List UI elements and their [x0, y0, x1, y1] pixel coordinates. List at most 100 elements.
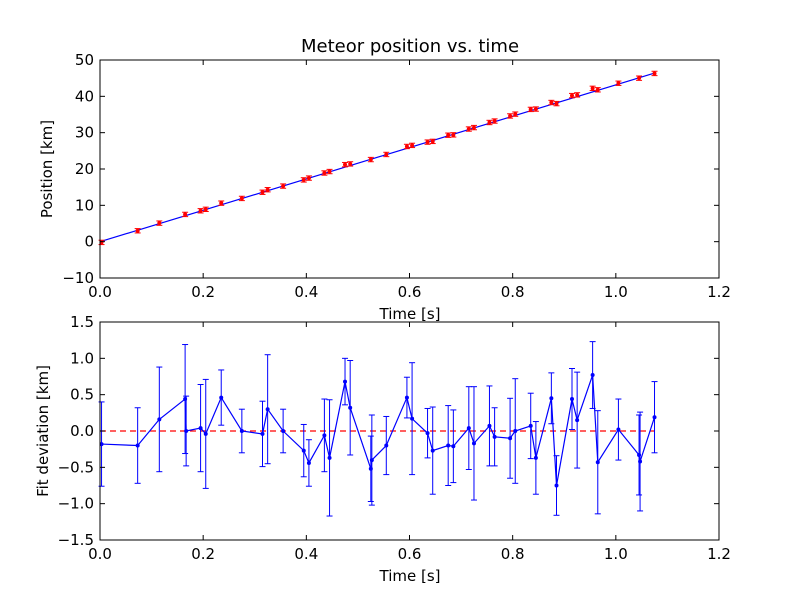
y-tick-label: −0.5: [58, 458, 94, 476]
deviation-point: [554, 483, 559, 488]
deviation-point: [301, 448, 306, 453]
deviation-point: [135, 443, 140, 448]
deviation-point: [508, 436, 513, 441]
data-point: [575, 92, 580, 97]
data-point: [492, 119, 497, 124]
data-point: [430, 139, 435, 144]
deviation-point: [369, 458, 374, 463]
deviation-point: [471, 441, 476, 446]
deviation-point: [184, 429, 189, 433]
data-point: [637, 76, 642, 81]
data-point: [616, 81, 621, 86]
data-point: [569, 93, 574, 98]
data-point: [446, 133, 451, 138]
deviation-point: [404, 395, 409, 400]
data-point: [343, 162, 348, 167]
y-tick-label: 0.0: [70, 422, 94, 440]
data-point: [528, 107, 533, 112]
deviation-point: [549, 396, 554, 401]
deviation-point: [157, 417, 162, 422]
data-point: [265, 187, 270, 192]
data-point: [508, 113, 513, 118]
x-tick-label: 1.2: [707, 283, 731, 301]
position-y-axis-label: Position [km]: [38, 120, 56, 218]
data-point: [513, 112, 518, 117]
data-point: [652, 71, 657, 76]
data-point: [260, 190, 265, 195]
x-tick-label: 1.0: [604, 283, 628, 301]
deviation-point: [368, 466, 373, 471]
fit-line: [99, 72, 655, 243]
deviation-axis-ticks: 0.0 0.2 0.4 0.6 0.8 1.0 1.2 −1.5 −1.0 −0.5 0.0 0.5 1…: [58, 313, 731, 563]
data-point: [533, 107, 538, 112]
deviation-point: [260, 431, 265, 436]
deviation-point: [348, 405, 353, 410]
data-point: [322, 170, 327, 175]
data-point: [135, 228, 140, 233]
x-tick-label: 0.2: [191, 283, 215, 301]
position-x-axis-label: Time [s]: [379, 305, 441, 323]
deviation-point: [183, 397, 188, 402]
y-tick-label: 0.5: [70, 386, 94, 404]
x-tick-label: 0.4: [294, 545, 318, 563]
data-point: [306, 176, 311, 181]
deviation-point: [487, 423, 492, 428]
data-point: [239, 196, 244, 201]
deviation-point: [446, 443, 451, 448]
data-point: [348, 161, 353, 166]
data-point: [198, 208, 203, 213]
y-tick-label: 40: [75, 87, 94, 105]
deviation-y-axis-label: Fit deviation [km]: [34, 365, 52, 497]
deviation-point: [281, 429, 286, 433]
data-point: [471, 125, 476, 130]
data-point: [327, 169, 332, 174]
deviation-point: [384, 443, 389, 448]
deviation-plot-area: [98, 341, 658, 517]
x-tick-label: 0.8: [501, 283, 525, 301]
deviation-point: [569, 397, 574, 402]
x-tick-label: 0.0: [88, 283, 112, 301]
y-tick-label: 50: [75, 51, 94, 69]
data-point: [203, 207, 208, 212]
data-point: [487, 120, 492, 125]
deviation-point: [595, 460, 600, 465]
y-tick-label: 20: [75, 160, 94, 178]
x-tick-label: 0.6: [398, 545, 422, 563]
y-tick-label: 1.5: [70, 313, 94, 331]
data-point: [183, 212, 188, 217]
data-point: [301, 177, 306, 182]
y-tick-label: 30: [75, 124, 94, 142]
position-plot-area: [98, 70, 658, 246]
deviation-point: [451, 444, 456, 449]
deviation-point: [430, 448, 435, 453]
y-tick-label: −1.5: [58, 531, 94, 549]
deviation-point: [306, 460, 311, 465]
deviation-point: [99, 442, 104, 447]
x-tick-label: 0.2: [191, 545, 215, 563]
chart-title: Meteor position vs. time: [301, 36, 519, 57]
x-tick-label: 1.2: [707, 545, 731, 563]
deviation-point: [198, 426, 203, 431]
deviation-chart: 0.0 0.2 0.4 0.6 0.8 1.0 1.2 −1.5 −1.0 −0.5 0.0 0.5 1…: [34, 313, 731, 585]
deviation-point: [492, 434, 497, 439]
deviation-x-axis-label: Time [s]: [379, 567, 441, 585]
y-tick-label: −10: [62, 269, 94, 287]
data-point: [466, 127, 471, 132]
deviation-point: [616, 427, 621, 432]
data-point: [384, 152, 389, 157]
deviation-point: [265, 407, 270, 412]
deviation-point: [533, 455, 538, 460]
deviation-point: [513, 429, 518, 433]
deviation-point: [466, 426, 471, 431]
y-tick-label: −1.0: [58, 495, 94, 513]
x-tick-label: 0.0: [88, 545, 112, 563]
data-point: [281, 184, 286, 189]
deviation-point: [425, 431, 430, 436]
deviation-point: [327, 455, 332, 460]
deviation-point: [590, 373, 595, 378]
data-point: [425, 140, 430, 145]
deviation-point: [575, 418, 580, 423]
x-tick-label: 0.8: [501, 545, 525, 563]
